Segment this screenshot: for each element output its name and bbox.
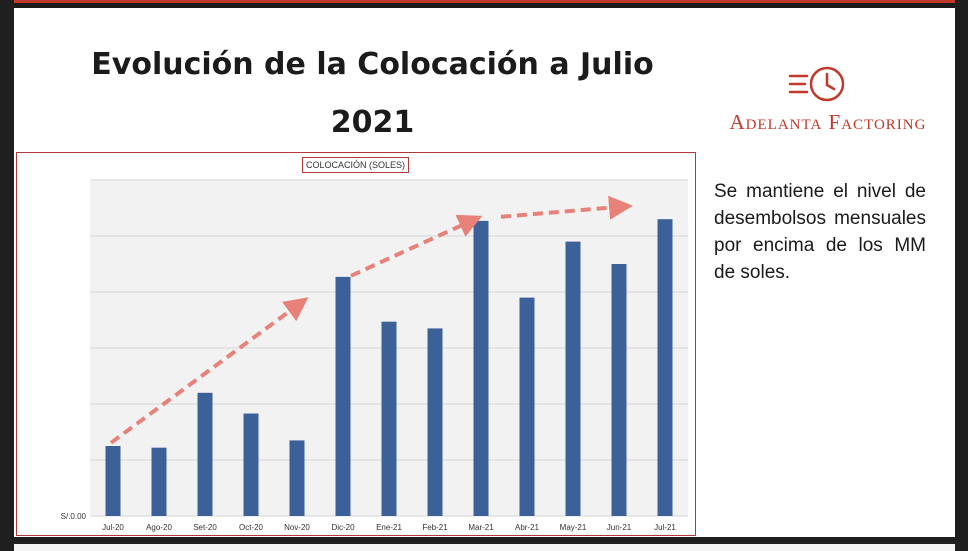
bar-Feb-21 <box>427 328 443 516</box>
left-border <box>0 0 14 551</box>
x-tick-label: Ene-21 <box>376 523 402 532</box>
x-tick-label: Jun-21 <box>607 523 632 532</box>
bars <box>105 219 673 516</box>
side-comment: Se mantiene el nivel de desembolsos mens… <box>714 181 926 283</box>
bar-chart: Jul-20 Ago-20 Set-20 Oct-20 Nov-20 Dic-20 Ene-… <box>61 179 688 532</box>
bar-Jul-21 <box>657 219 673 516</box>
trend-arrow <box>109 297 309 445</box>
top-border <box>0 0 968 8</box>
right-border <box>955 0 968 551</box>
y-tick-label: S/.0.00 <box>61 512 87 521</box>
clock-speed-icon <box>788 66 845 102</box>
x-tick-label: Set-20 <box>193 523 217 532</box>
x-tick-label: Nov-20 <box>284 523 310 532</box>
bar-Ene-21 <box>381 321 397 516</box>
logo-text: Adelanta Factoring <box>729 110 927 134</box>
bar-May-21 <box>565 241 581 516</box>
bar-Ago-20 <box>151 447 167 516</box>
x-tick-label: Mar-21 <box>468 523 494 532</box>
x-tick-label: Oct-20 <box>239 523 264 532</box>
bar-Jul-20 <box>105 446 121 516</box>
x-tick-label: Feb-21 <box>422 523 448 532</box>
slide-title: Evolución de la Colocación a Julio 2021 <box>91 47 654 140</box>
x-tick-label: Ago-20 <box>146 523 172 532</box>
x-tick-labels: Jul-20 Ago-20 Set-20 Oct-20 Nov-20 Dic-20 Ene-… <box>102 523 676 532</box>
bar-Jun-21 <box>611 264 627 516</box>
top-accent-line <box>0 0 968 3</box>
trend-arrows <box>109 195 633 445</box>
bar-Oct-20 <box>243 413 259 516</box>
bar-Mar-21 <box>473 220 489 516</box>
bar-Dic-20 <box>335 276 351 516</box>
x-tick-label: May-21 <box>560 523 587 532</box>
trend-arrow <box>500 195 633 220</box>
bar-Set-20 <box>197 392 213 516</box>
chart-title: COLOCACIÓN (SOLES) <box>302 157 410 173</box>
trend-arrow <box>350 214 483 278</box>
x-tick-label: Dic-20 <box>331 523 355 532</box>
x-tick-label: Jul-21 <box>654 523 676 532</box>
bar-Nov-20 <box>289 440 305 516</box>
bar-Abr-21 <box>519 297 535 516</box>
x-tick-label: Jul-20 <box>102 523 124 532</box>
x-tick-label: Abr-21 <box>515 523 540 532</box>
next-slide-edge <box>14 544 955 551</box>
company-logo: Adelanta Factoring <box>712 60 944 140</box>
